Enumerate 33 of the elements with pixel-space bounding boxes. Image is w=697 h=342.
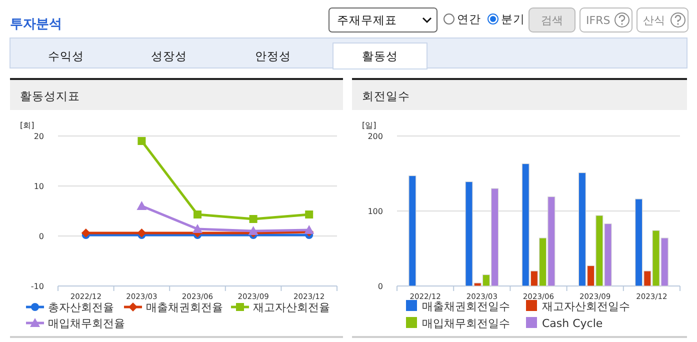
legend-label: 매입채무회전일수 <box>422 317 510 330</box>
y-axis-title: [일] <box>362 121 376 130</box>
page-header: 투자분석 주재무제표 연간 분기 검색 IFRS 산식 수익성 성장성 안정성 활동성 <box>10 8 688 70</box>
chart-title: 활동성지표 <box>20 89 80 103</box>
point <box>81 228 90 238</box>
point <box>136 201 147 210</box>
y-axis-title: [회] <box>20 121 34 130</box>
y-tick-label: 0 <box>38 232 44 241</box>
legend-label: 매출채권회전일수 <box>422 300 510 313</box>
y-tick-label: 100 <box>368 207 383 216</box>
button: IFRS <box>580 8 632 32</box>
y-tick-label: 20 <box>34 132 44 141</box>
point <box>194 210 202 218</box>
legend-label: 재고자산회전율 <box>253 301 330 314</box>
button: 산식 <box>636 8 688 32</box>
legend-label: 매출채권회전율 <box>146 301 223 314</box>
y-tick-label: 0 <box>378 282 383 291</box>
chart-title: 회전일수 <box>362 89 410 103</box>
legend-label: 매입채무회전율 <box>48 317 125 330</box>
point <box>304 225 314 234</box>
point <box>137 228 146 238</box>
button: 검색 <box>528 8 576 32</box>
y-tick-label: -10 <box>30 282 44 291</box>
point <box>138 137 146 145</box>
point <box>305 210 314 218</box>
point <box>248 226 258 235</box>
y-tick-label: 10 <box>34 182 44 191</box>
point <box>249 215 258 223</box>
legend-label: 재고자산회전일수 <box>542 300 630 313</box>
point <box>192 224 202 233</box>
legend-label: 총자산회전율 <box>48 301 114 314</box>
y-tick-label: 200 <box>368 132 383 141</box>
legend-label: Cash Cycle <box>542 317 603 330</box>
